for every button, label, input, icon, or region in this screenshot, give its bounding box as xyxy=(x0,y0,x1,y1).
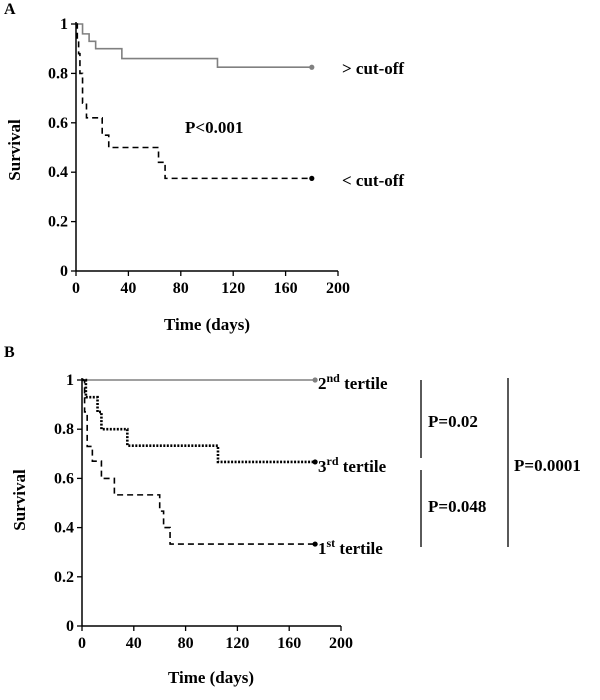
pvalue-2nd-vs-3rd: P=0.02 xyxy=(428,412,478,431)
tertile-2-num: 2 xyxy=(318,374,327,393)
x-tick-label: 80 xyxy=(173,280,189,297)
y-tick-label: 0.8 xyxy=(54,421,74,438)
y-tick-label: 1 xyxy=(60,16,68,33)
series-line-b-1 xyxy=(82,378,316,464)
y-tick-label: 0.6 xyxy=(54,470,74,487)
series-end-point xyxy=(309,64,315,70)
series-end-point xyxy=(312,377,318,383)
series-label-2nd-tertile: 2nd tertile xyxy=(318,371,388,393)
x-tick-label: 160 xyxy=(277,635,301,652)
y-tick-label: 0 xyxy=(60,263,68,280)
series-label-above-cutoff: > cut-off xyxy=(342,59,404,78)
tertile-1-sup: st xyxy=(327,536,336,550)
tertile-3-sup: rd xyxy=(327,454,339,468)
series-end-point xyxy=(312,541,318,547)
x-tick-label: 200 xyxy=(326,280,350,297)
panel-b-axes: 0 40 80 120 160 200 0 0.2 0.4 0.6 0.8 1 xyxy=(54,372,353,652)
x-tick-label: 0 xyxy=(78,635,86,652)
series-end-point xyxy=(312,459,318,465)
y-tick-label: 0.2 xyxy=(54,569,74,586)
pvalue-2nd-vs-1st: P=0.0001 xyxy=(514,456,581,475)
series-end-point xyxy=(309,175,315,181)
y-tick-label: 0 xyxy=(66,618,74,635)
x-tick-label: 80 xyxy=(178,635,194,652)
x-tick-label: 120 xyxy=(221,280,245,297)
series-label-1st-tertile: 1st tertile xyxy=(318,536,383,558)
panel-a-ylabel: Survival xyxy=(5,119,24,181)
series-label-3rd-tertile: 3rd tertile xyxy=(318,454,387,476)
tertile-3-num: 3 xyxy=(318,457,327,476)
panel-b-ylabel: Survival xyxy=(10,469,29,531)
panel-a-xlabel: Time (days) xyxy=(164,315,250,334)
x-tick-label: 200 xyxy=(329,635,353,652)
series-line-b-2 xyxy=(82,379,316,545)
x-tick-label: 0 xyxy=(72,280,80,297)
x-tick-label: 40 xyxy=(126,635,142,652)
panel-a-series xyxy=(76,23,315,181)
panel-a-axes: 0 40 80 120 160 200 0 0.2 0.4 0.6 0.8 1 xyxy=(48,16,350,297)
pvalue-3rd-vs-1st: P=0.048 xyxy=(428,497,486,516)
series-label-below-cutoff: < cut-off xyxy=(342,171,404,190)
panel-b-xlabel: Time (days) xyxy=(168,668,254,687)
y-tick-label: 0.4 xyxy=(54,520,74,537)
y-tick-label: 1 xyxy=(66,372,74,389)
panel-b-series xyxy=(82,377,318,547)
tertile-3-tail: tertile xyxy=(339,457,387,476)
y-tick-label: 0.2 xyxy=(48,214,68,231)
tertile-1-num: 1 xyxy=(318,539,327,558)
panel-a-pvalue: P<0.001 xyxy=(185,118,243,137)
series-line-a-1 xyxy=(76,23,312,180)
tertile-2-tail: tertile xyxy=(340,374,388,393)
y-tick-label: 0.6 xyxy=(48,115,68,132)
panel-b-label: B xyxy=(4,344,15,361)
x-tick-label: 120 xyxy=(225,635,249,652)
series-line-a-0 xyxy=(76,23,312,69)
x-tick-label: 160 xyxy=(274,280,298,297)
tertile-1-tail: tertile xyxy=(335,539,383,558)
y-tick-label: 0.8 xyxy=(48,65,68,82)
panel-a-label: A xyxy=(4,1,16,18)
y-tick-label: 0.4 xyxy=(48,164,68,181)
tertile-2-sup: nd xyxy=(327,371,341,385)
x-tick-label: 40 xyxy=(120,280,136,297)
